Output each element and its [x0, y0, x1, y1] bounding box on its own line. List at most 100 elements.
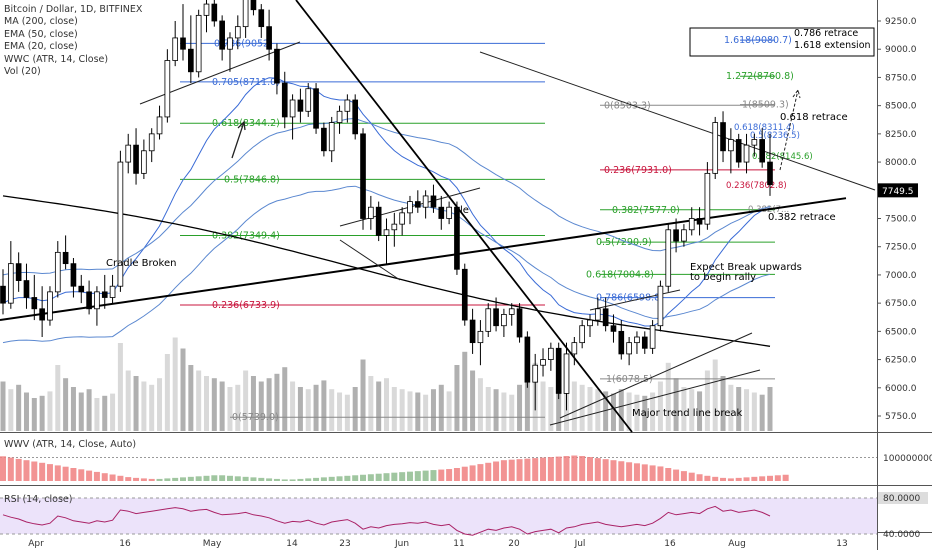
wwv-bar — [555, 456, 562, 481]
volume-bar — [164, 354, 170, 431]
wwv-bar — [219, 475, 226, 481]
volume-bar — [548, 387, 554, 431]
wwv-bar — [422, 470, 429, 481]
small-fib-label: 0.5(8236.5) — [750, 131, 800, 141]
volume-bar — [376, 381, 382, 431]
wwv-bar — [140, 478, 147, 481]
chart-legend: Bitcoin / Dollar, 1D, BITFINEX MA (200, … — [4, 4, 142, 78]
chart-annotation: to begin rally — [690, 272, 756, 283]
volume-bar — [47, 391, 53, 431]
candle-body — [313, 88, 319, 129]
volume-bar — [610, 393, 616, 431]
wwv-bar — [680, 471, 687, 481]
wwv-bar — [234, 476, 241, 481]
wwv-bar — [767, 475, 773, 481]
wwv-bar — [508, 459, 515, 481]
wwv-bar — [15, 458, 22, 481]
candle-body — [188, 48, 194, 73]
volume-bar — [352, 387, 358, 431]
wwv-bar — [774, 475, 781, 481]
current-price-label: 7749.5 — [882, 187, 914, 197]
support-line — [549, 369, 761, 426]
chart-annotation: 1.618 extension — [794, 40, 871, 51]
wwv-bar — [7, 457, 14, 481]
wwv-bar — [414, 471, 421, 481]
candle-body — [540, 359, 546, 366]
wwv-bar — [211, 475, 218, 481]
candle-body — [47, 291, 53, 321]
wwv-legend: WWV (ATR, 14, Close, Auto) — [4, 439, 137, 450]
wwv-bar — [344, 475, 351, 481]
candle-body — [368, 206, 374, 219]
candle-body — [117, 161, 124, 287]
fib-level-label: 0.618(8344.2) — [212, 118, 280, 129]
fib-level-label: 0.705(8711.0) — [212, 77, 280, 88]
wwv-bar — [461, 466, 468, 481]
wwv-bar — [383, 473, 390, 481]
volume-bar — [767, 387, 773, 431]
small-fib-label: 0.382(8145.6) — [752, 152, 813, 162]
candle-body — [360, 133, 366, 219]
candle-body — [641, 336, 648, 349]
volume-bar — [344, 394, 350, 431]
candle-body — [31, 297, 38, 310]
price-tick-label: 8250.0 — [885, 130, 917, 140]
volume-bar — [31, 398, 37, 431]
candle-body — [94, 291, 100, 310]
wwv-bar — [649, 465, 656, 481]
volume-bar — [274, 373, 280, 431]
wwv-bar — [367, 474, 374, 481]
candle-body — [485, 308, 492, 332]
ema20-line — [2, 77, 771, 327]
indicator-ema20: EMA (20, close) — [4, 41, 78, 53]
candle-body — [54, 251, 61, 293]
wwv-bar — [485, 462, 492, 481]
x-tick-label: 11 — [453, 539, 464, 549]
candle-body — [156, 116, 163, 135]
candle-body — [579, 325, 585, 344]
wwv-bar — [720, 477, 727, 481]
wwv-bar — [532, 458, 539, 481]
wwv-bar — [93, 471, 100, 481]
candle-body — [125, 144, 132, 163]
candle-body — [657, 285, 664, 327]
candle-body — [571, 342, 578, 355]
wwv-bar — [0, 456, 6, 481]
candle-body — [180, 37, 186, 50]
fib-level-label: 0.786(9052) — [214, 38, 273, 49]
wwv-bar — [688, 472, 695, 481]
candle-body — [407, 201, 413, 214]
wwv-bar — [759, 476, 766, 481]
wwv-bar — [109, 474, 116, 481]
wwv-bar — [594, 458, 601, 481]
volume-bar — [321, 380, 327, 431]
wwv-bar — [313, 477, 320, 481]
volume-bar — [712, 359, 718, 431]
candle-body — [148, 133, 155, 152]
candle-body — [399, 212, 405, 225]
wwv-bar — [226, 475, 233, 481]
volume-bar — [141, 381, 147, 431]
rsi-band — [0, 498, 877, 534]
candle-body — [336, 110, 343, 123]
wwv-bar — [743, 477, 750, 481]
ema50-line — [2, 117, 771, 276]
wwv-bar — [579, 456, 586, 481]
wwv-bar — [133, 477, 140, 481]
volume-bar — [94, 398, 100, 431]
candle-body — [555, 347, 562, 394]
price-tick-label: 7000.0 — [885, 271, 917, 281]
wwv-bar — [70, 468, 77, 481]
indicator-ma200: MA (200, close) — [4, 16, 78, 28]
volume-bar — [250, 376, 256, 431]
volume-bar — [219, 381, 225, 431]
candle-body — [493, 308, 499, 327]
major-downtrend-line — [295, 0, 633, 433]
price-tick-label: 7250.0 — [885, 243, 917, 253]
wwv-bar — [469, 465, 476, 481]
wwv-bar — [273, 478, 280, 481]
x-tick-label: 16 — [664, 539, 676, 549]
wwv-bar — [117, 475, 124, 481]
wwv-bar — [438, 469, 445, 481]
